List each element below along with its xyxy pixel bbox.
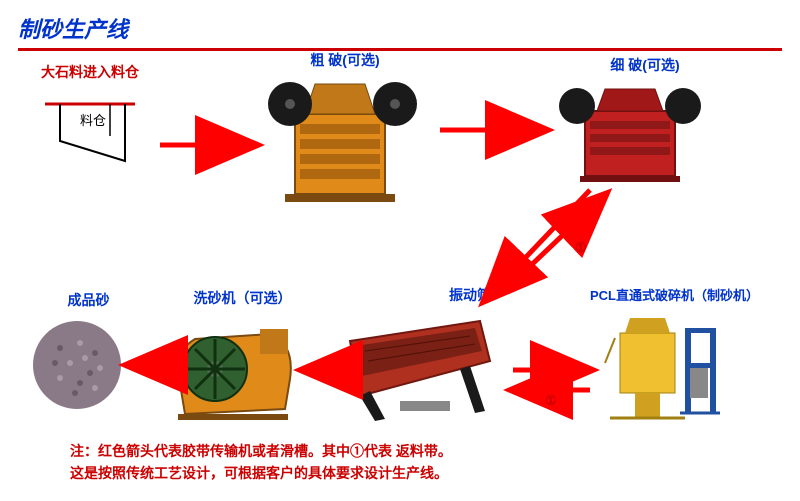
flow-arrows <box>0 0 800 501</box>
circled-1a: ① <box>575 240 587 256</box>
note-line-2: 这是按照传统工艺设计，可根据客户的具体要求设计生产线。 <box>70 462 452 484</box>
circled-1b: ① <box>545 393 557 409</box>
footer-notes: 注：红色箭头代表胶带传输机或者滑槽。其中①代表 返料带。 这是按照传统工艺设计，… <box>70 440 452 485</box>
note-line-1: 注：红色箭头代表胶带传输机或者滑槽。其中①代表 返料带。 <box>70 440 452 462</box>
